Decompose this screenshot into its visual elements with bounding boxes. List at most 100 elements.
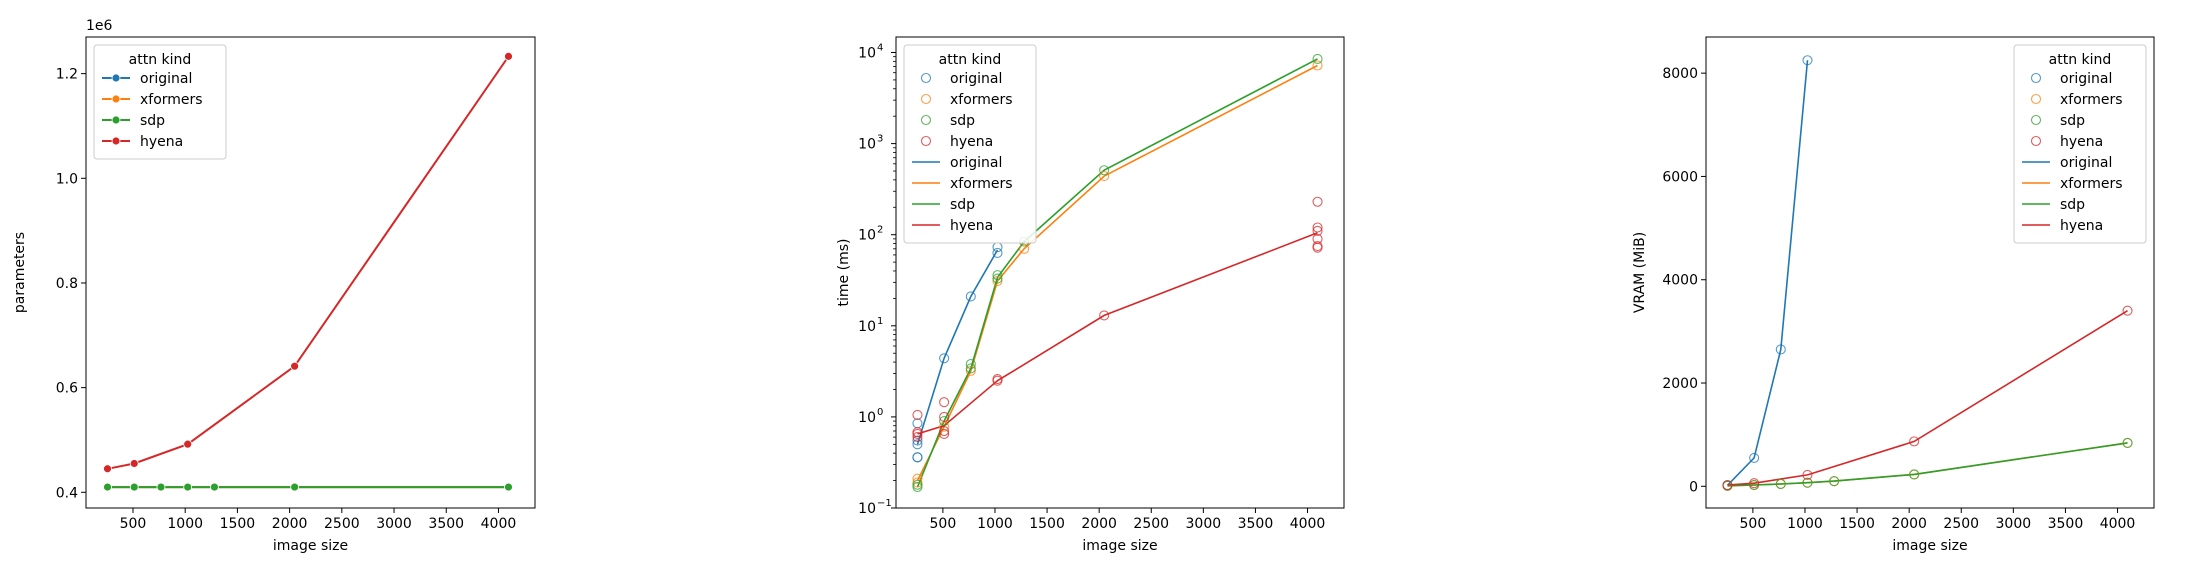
legend-label-xformers: xformers [2060, 92, 2123, 108]
x-tick-label: 2000 [1081, 516, 1117, 532]
legend-label-sdp: sdp [950, 197, 975, 213]
scatter-point-xformers [1312, 60, 1323, 71]
legend-label-sdp: sdp [950, 113, 975, 129]
legend-label-original: original [140, 71, 192, 87]
legend: attn kind original xformers sdp hyena [93, 44, 227, 160]
x-tick-label: 3500 [428, 516, 464, 532]
y-tick-exponent: 1 [877, 316, 883, 327]
scatter-point-sdp [1829, 476, 1840, 487]
legend-marker-original [111, 73, 121, 83]
series-line-sdp [1727, 442, 2128, 487]
legend-marker-sdp [111, 115, 121, 125]
y-tick-label: 2000 [1662, 376, 1698, 392]
legend-title: attn kind [2049, 52, 2112, 68]
scatter-point-sdp [1775, 478, 1786, 490]
y-tick-exponent: 3 [877, 134, 883, 145]
scatter-point-hyena [1749, 478, 1760, 489]
data-point-sdp [129, 482, 139, 492]
scatter-point-hyena [939, 425, 950, 437]
legend-label-original: original [950, 71, 1002, 87]
scatter-point-sdp [1909, 469, 1920, 480]
scatter-point-sdp [1312, 53, 1323, 64]
x-tick-label: 500 [930, 516, 957, 532]
scatter-point-xformers [1019, 243, 1030, 254]
series-line-hyena [917, 232, 1318, 435]
series-line-original [916, 249, 999, 445]
y-tick-label: 10 [858, 319, 876, 335]
legend-label-sdp: sdp [2060, 197, 2085, 213]
data-point-hyena [504, 51, 513, 61]
legend-marker-sdp [2030, 114, 2042, 126]
y-tick-label: 0.4 [56, 485, 78, 501]
scatter-point-original [1775, 344, 1786, 355]
legend-marker-xformers [2030, 93, 2042, 105]
scatter-point-original [939, 353, 950, 364]
y-tick-exponent: 0 [877, 407, 883, 418]
chart-parameters: 500 1000 1500 2000 2500 3000 3500 4000 0.4 0.6 0.8… [12, 18, 536, 554]
x-tick-label: 4000 [481, 516, 517, 532]
y-axis-label: parameters [12, 232, 28, 313]
x-tick-label: 3500 [2048, 516, 2084, 532]
scatter-point-xformers [1099, 171, 1110, 182]
x-tick-label: 3000 [1186, 516, 1222, 532]
x-tick-label: 4000 [2100, 516, 2136, 532]
legend-label-hyena: hyena [140, 134, 183, 150]
y-tick-label: 0 [1689, 479, 1698, 495]
legend: attn kind original xformers sdp hyena origina… [903, 44, 1037, 244]
legend-title: attn kind [129, 52, 192, 68]
scatter-point-hyena [1312, 222, 1323, 233]
legend-label-xformers: xformers [950, 176, 1013, 192]
y-tick-label: 10 [858, 410, 876, 426]
legend-label-hyena: hyena [950, 134, 993, 150]
legend-label-hyena: hyena [950, 218, 993, 234]
legend: attn kind original xformers sdp hyena origina… [2013, 44, 2147, 244]
scatter-point-hyena [1909, 436, 1920, 447]
scatter-point-original [1749, 452, 1760, 463]
series-line-hyena [1727, 310, 2128, 486]
y-tick-label: 10 [858, 137, 876, 153]
scatter-point-xformers [965, 365, 976, 376]
legend-label-hyena: hyena [2060, 218, 2103, 234]
scatter-point-hyena [992, 374, 1003, 385]
data-point-hyena [129, 459, 139, 468]
y-tick-label: 10 [858, 228, 876, 244]
y-tick-label: 10 [858, 46, 876, 62]
scatter-point-hyena [2122, 305, 2133, 316]
y-tick-label: 0.6 [56, 381, 78, 397]
legend-marker-xformers [920, 93, 932, 105]
legend-label-original: original [2060, 71, 2112, 87]
data-point-hyena [290, 361, 300, 371]
axes-frame [85, 36, 536, 509]
scatter-point-hyena [912, 432, 923, 443]
legend-marker-hyena [111, 136, 121, 146]
scatter-point-sdp [965, 359, 976, 370]
legend-label-sdp: sdp [2060, 113, 2085, 129]
scatter-point-hyena [1802, 469, 1813, 480]
chart-vram: 500 1000 1500 2000 2500 3000 3500 4000 0 2000 4000… [1632, 36, 2155, 554]
y-axis-label: time (ms) [836, 239, 852, 307]
y-tick-label: 10 [858, 501, 876, 517]
scatter-point-hyena [939, 397, 950, 408]
y-tick-label: 1.2 [56, 67, 78, 83]
scatter-point-sdp [992, 270, 1003, 281]
x-axis-label: image size [1082, 538, 1157, 554]
scatter-point-hyena [912, 427, 923, 438]
legend-marker-sdp [920, 114, 932, 126]
x-tick-label: 2000 [1891, 516, 1927, 532]
legend-label-original: original [950, 155, 1002, 171]
data-point-sdp [183, 482, 193, 492]
legend-marker-original [2030, 72, 2042, 84]
scatter-point-sdp [1099, 165, 1110, 176]
series-line-original [1726, 60, 1809, 486]
x-tick-label: 1000 [167, 516, 203, 532]
x-axis-label: image size [273, 538, 348, 554]
data-point-sdp [156, 482, 166, 492]
scatter-point-hyena [1722, 479, 1733, 491]
scatter-point-hyena [939, 428, 950, 439]
x-tick-label: 3000 [1996, 516, 2032, 532]
axes-frame [895, 36, 1345, 509]
scatter-point-xformers [939, 421, 950, 432]
x-axis-label: image size [1892, 538, 1967, 554]
